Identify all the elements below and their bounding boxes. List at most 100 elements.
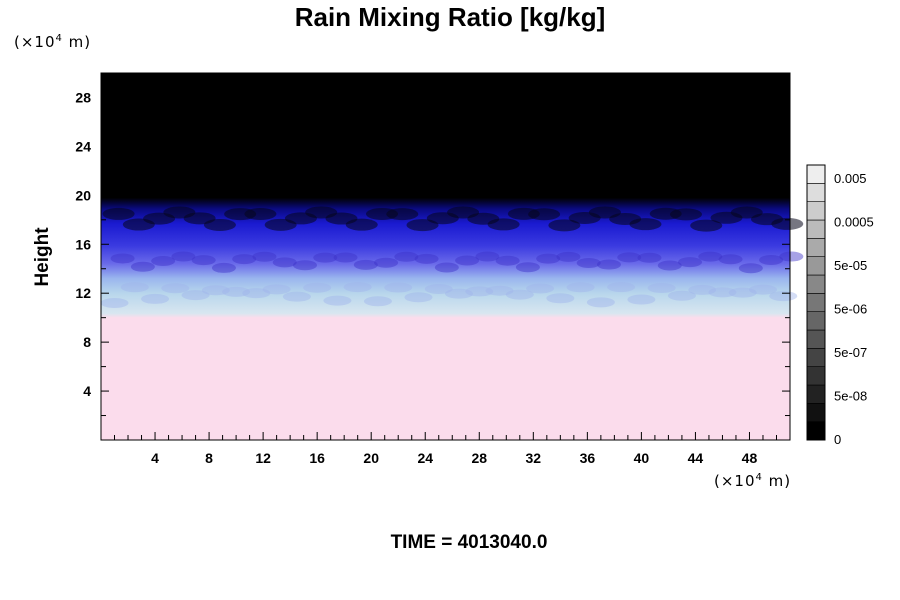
- field-blob: [414, 253, 439, 264]
- field-blob: [374, 257, 399, 268]
- field-blob: [586, 297, 615, 308]
- time-label: TIME = 4013040.0: [390, 532, 548, 553]
- field-blob: [748, 284, 777, 295]
- colorbar-swatch: [806, 366, 826, 386]
- field-blob: [363, 296, 392, 307]
- field-blob: [424, 284, 453, 295]
- x-tick-label: 32: [526, 450, 542, 466]
- field-blob: [100, 297, 129, 308]
- field-blob: [536, 253, 561, 264]
- field-blob: [629, 218, 662, 231]
- field-blob: [120, 282, 149, 293]
- field-blob: [647, 283, 676, 294]
- field-blob: [718, 254, 743, 265]
- field-blob: [445, 288, 474, 299]
- field-blob: [688, 284, 717, 295]
- x-tick-label: 8: [205, 450, 213, 466]
- colorbar-swatch: [806, 293, 826, 312]
- x-tick-label: 20: [363, 450, 379, 466]
- field-gradient: [101, 73, 790, 440]
- field-blob: [495, 255, 520, 266]
- field-blob: [141, 293, 170, 304]
- field-blob: [262, 284, 291, 295]
- plot-area: [100, 72, 804, 441]
- field-blob: [171, 251, 196, 262]
- field-blob: [576, 257, 601, 268]
- field-blob: [434, 262, 459, 273]
- field-blob: [386, 208, 419, 221]
- field-blob: [333, 252, 358, 263]
- x-axis: 4 8 12 16 20 24 28 32 36 40 44 48: [114, 73, 791, 466]
- x-tick-label: 36: [580, 450, 596, 466]
- field-blob: [211, 262, 236, 273]
- y-tick-label: 16: [75, 236, 91, 252]
- field-blob: [690, 219, 723, 232]
- y-tick-label: 28: [75, 89, 91, 105]
- field-blob: [546, 293, 575, 304]
- field-blob: [698, 251, 723, 262]
- field-blob: [102, 207, 135, 220]
- field-blob: [353, 259, 378, 270]
- field-blob: [404, 292, 433, 303]
- colorbar-label: 5e-06: [834, 302, 867, 317]
- field-blob: [487, 218, 520, 231]
- x-tick-label: 48: [742, 450, 758, 466]
- colorbar: 0.005 0.0005 5e-05 5e-06 5e-07 5e-08 0: [806, 164, 874, 447]
- field-blob: [191, 255, 216, 266]
- field-blob: [759, 254, 784, 265]
- field-blob: [242, 288, 271, 299]
- field-blob: [323, 295, 352, 306]
- y-axis-unit: (×104 m): [14, 33, 92, 51]
- colorbar-label: 5e-07: [834, 345, 867, 360]
- field-blob: [505, 289, 534, 300]
- colorbar-swatch: [806, 329, 826, 349]
- colorbar-label: 0.0005: [834, 215, 874, 230]
- field-blob: [394, 251, 419, 262]
- x-tick-label: 28: [471, 450, 487, 466]
- field-blob: [201, 285, 230, 296]
- field-blob: [252, 251, 277, 262]
- x-tick-label: 44: [688, 450, 704, 466]
- field-blob: [345, 218, 378, 231]
- y-tick-label: 12: [75, 285, 91, 301]
- field-blob: [596, 259, 621, 270]
- field-blob: [222, 286, 251, 297]
- x-axis-unit: (×104 m): [714, 472, 792, 490]
- field-blob: [769, 291, 798, 302]
- field-blob: [181, 290, 210, 301]
- y-tick-label: 20: [75, 187, 91, 203]
- field-blob: [728, 287, 757, 298]
- colorbar-swatch: [806, 421, 826, 441]
- colorbar-swatch: [806, 238, 826, 257]
- colorbar-frame: [806, 164, 826, 441]
- colorbar-label: 0.005: [834, 171, 867, 186]
- colorbar-label: 5e-05: [834, 258, 867, 273]
- field-blob: [607, 282, 636, 293]
- y-axis: 4 8 12 16 20 24 28: [75, 72, 790, 417]
- field-blob: [485, 285, 514, 296]
- field-blob: [667, 290, 696, 301]
- colorbar-label: 0: [834, 432, 841, 447]
- field-blob: [515, 262, 540, 273]
- colorbar-swatch: [806, 274, 826, 294]
- field-blob: [406, 219, 439, 232]
- colorbar-swatch: [806, 201, 826, 221]
- field-blob: [637, 252, 662, 263]
- colorbar-swatch: [806, 256, 826, 276]
- field-blob: [548, 219, 581, 232]
- field-blob: [465, 286, 494, 297]
- field-blob: [161, 283, 190, 294]
- x-tick-label: 16: [309, 450, 325, 466]
- field-blob: [272, 257, 297, 268]
- y-tick-label: 4: [83, 383, 91, 399]
- field-blob: [526, 283, 555, 294]
- field-blob: [657, 260, 682, 271]
- colorbar-swatch: [806, 164, 826, 184]
- x-tick-label: 12: [255, 450, 271, 466]
- field-blob: [771, 217, 804, 230]
- colorbar-swatch: [806, 219, 826, 239]
- colorbar-swatch: [806, 384, 826, 404]
- field-blob: [303, 282, 332, 293]
- x-tick-label: 24: [417, 450, 433, 466]
